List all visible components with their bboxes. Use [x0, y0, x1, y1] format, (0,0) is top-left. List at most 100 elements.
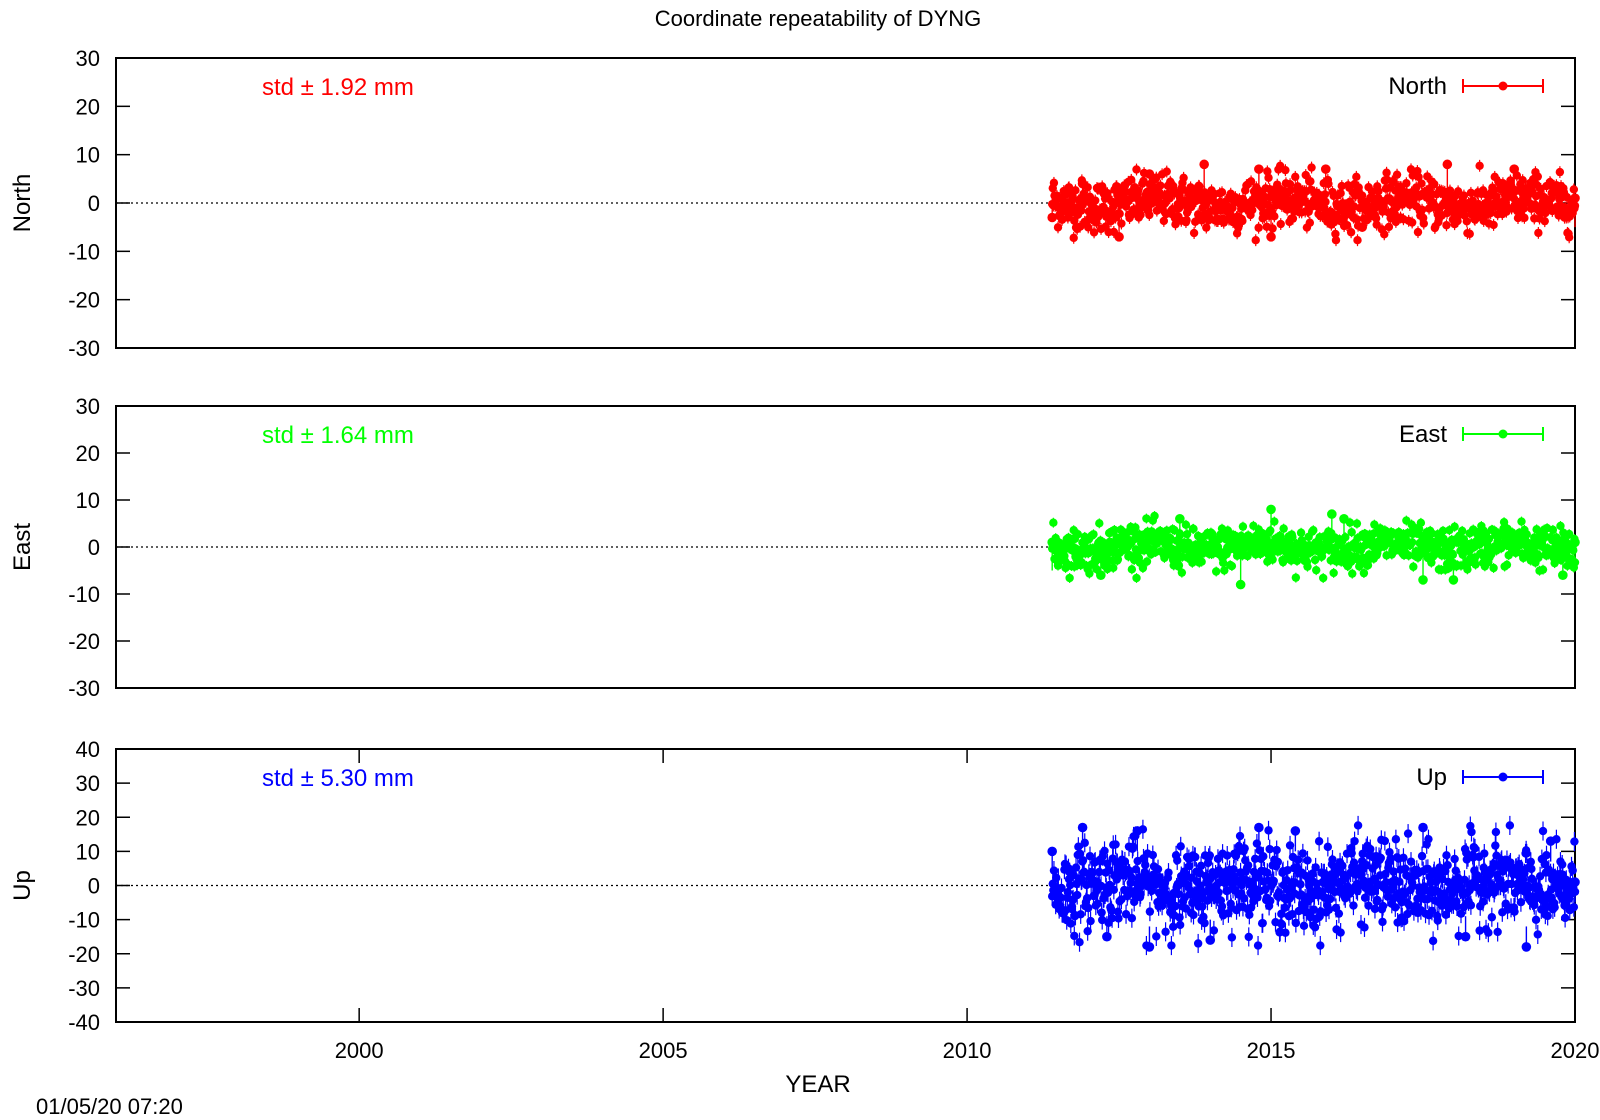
data-point: [1309, 526, 1318, 535]
data-point: [1366, 844, 1375, 854]
data-point: [1214, 888, 1223, 897]
data-point: [1253, 941, 1263, 950]
y-tick-label: 20: [76, 805, 100, 830]
data-point: [1239, 894, 1249, 903]
data-point: [1334, 909, 1344, 918]
data-point: [1517, 517, 1526, 526]
data-point-notable: [1339, 514, 1349, 524]
data-point: [1564, 233, 1574, 242]
data-point: [1407, 538, 1417, 547]
data-point: [1353, 236, 1362, 245]
data-point: [1303, 562, 1312, 571]
x-tick-label: 2000: [335, 1038, 384, 1063]
data-point: [1556, 521, 1565, 531]
data-point: [1457, 526, 1467, 536]
data-point: [1291, 172, 1300, 182]
data-point: [1291, 573, 1301, 582]
data-point: [1085, 851, 1095, 861]
data-point-notable: [1047, 537, 1057, 548]
x-tick-label: 2015: [1247, 1038, 1296, 1063]
data-point-notable: [1096, 570, 1106, 580]
data-point: [1217, 902, 1227, 911]
data-point: [1173, 856, 1182, 865]
data-point: [1075, 937, 1084, 947]
data-point-notable: [1254, 164, 1264, 174]
data-point: [1281, 928, 1290, 937]
data-point: [1350, 836, 1359, 846]
data-point: [1310, 923, 1320, 932]
data-point: [1182, 215, 1191, 225]
data-point: [1235, 831, 1245, 841]
data-point: [1389, 867, 1398, 876]
data-point: [1430, 179, 1439, 189]
data-point: [1296, 880, 1305, 889]
data-point: [1175, 920, 1185, 930]
data-point: [1089, 530, 1098, 539]
data-point: [1279, 524, 1288, 533]
data-point-notable: [1266, 232, 1276, 242]
data-point: [1338, 861, 1347, 870]
data-point: [1070, 931, 1079, 941]
data-point: [1095, 519, 1104, 528]
data-point: [1080, 838, 1089, 848]
x-tick-label: 2020: [1551, 1038, 1600, 1063]
data-point: [1248, 205, 1257, 215]
data-point: [1286, 185, 1295, 195]
data-point: [1274, 888, 1284, 897]
data-point: [1164, 868, 1173, 877]
data-point: [1306, 177, 1315, 186]
data-point: [1360, 893, 1370, 902]
data-point: [1383, 892, 1392, 901]
data-point: [1181, 520, 1191, 530]
data-point: [1218, 558, 1228, 568]
data-point: [1251, 236, 1260, 245]
data-point: [1378, 917, 1387, 927]
data-point: [1076, 910, 1085, 919]
data-point: [1314, 837, 1324, 846]
data-point: [1345, 889, 1355, 898]
data-point: [1442, 221, 1451, 230]
data-point: [1324, 905, 1334, 914]
data-point: [1150, 511, 1159, 521]
y-tick-label: 0: [88, 535, 100, 560]
y-tick-label: 20: [76, 441, 100, 466]
data-point: [1264, 173, 1273, 182]
data-point: [1243, 861, 1253, 870]
data-point: [1098, 915, 1107, 925]
data-point: [1107, 914, 1117, 923]
data-point: [1086, 916, 1095, 926]
data-point: [1195, 182, 1204, 191]
data-point: [1404, 551, 1413, 560]
data-point: [1346, 228, 1356, 237]
y-tick-label: -30: [68, 676, 100, 701]
data-point: [1111, 840, 1120, 849]
data-point: [1063, 888, 1073, 897]
panel-north: 30 20 10 0 -10 -20 -30 North std ± 1.92 mm North: [9, 46, 1580, 361]
data-point: [1318, 573, 1328, 583]
data-point: [1367, 187, 1377, 196]
data-point: [1353, 821, 1363, 830]
data-point-notable: [1418, 575, 1428, 585]
data-point: [1533, 172, 1542, 181]
data-point: [1153, 864, 1163, 874]
legend: East: [1399, 421, 1544, 448]
data-point: [1141, 860, 1150, 870]
data-point: [1288, 910, 1297, 919]
y-tick-label: -10: [68, 908, 100, 933]
data-point: [1292, 556, 1302, 566]
data-point: [1127, 873, 1136, 882]
data-point: [1148, 850, 1157, 860]
data-point: [1127, 175, 1136, 185]
data-point: [1156, 181, 1165, 190]
data-point: [1453, 216, 1462, 226]
data-point: [1127, 914, 1137, 923]
data-point: [1310, 555, 1320, 565]
data-point: [1142, 514, 1151, 523]
data-point: [1084, 223, 1093, 232]
data-point: [1199, 912, 1208, 922]
y-tick-label: -30: [68, 976, 100, 1001]
y-axis-label: East: [9, 523, 36, 571]
data-point: [1072, 890, 1082, 900]
y-tick-label: 30: [76, 771, 100, 796]
data-point: [1522, 530, 1531, 539]
